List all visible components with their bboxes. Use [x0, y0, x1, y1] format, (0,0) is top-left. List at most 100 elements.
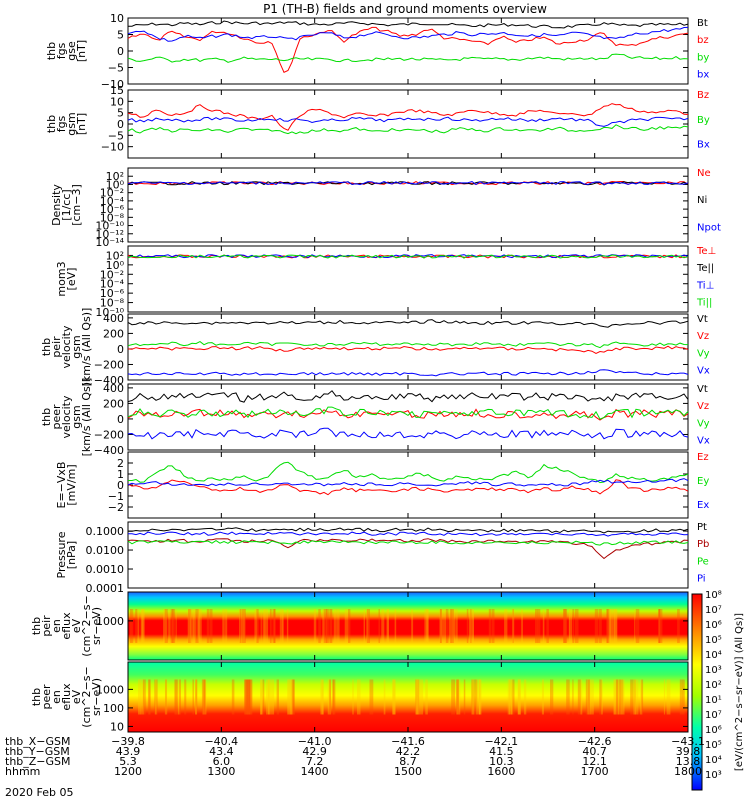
spectrogram-streak: [580, 679, 583, 715]
legend-entry: Bt: [697, 18, 708, 29]
spectrogram-streak: [392, 679, 396, 715]
spectrogram-streak: [619, 679, 622, 715]
y-tick-label: 400: [103, 312, 124, 325]
spectrogram-streak: [415, 679, 420, 715]
spectrogram-streak: [254, 609, 258, 643]
spectrogram-streak: [244, 679, 247, 715]
y-axis-label: eV: [70, 618, 83, 633]
colorbar-tick-label: 10⁴: [705, 650, 722, 661]
series-line-Vt: [127, 319, 689, 328]
y-tick-label: 10⁰: [106, 259, 125, 272]
panel-frame: [127, 451, 689, 519]
y-tick-label: 0: [117, 45, 124, 58]
colorbar-tick-label: 10⁵: [705, 635, 722, 646]
colorbar: 10⁸ 10⁷ 10⁶ 10⁵ 10⁴ 10³ 10² 10¹ 10⁷ 10⁶ 10⁵ 10⁴ 10³ […: [691, 590, 745, 791]
x-axis-value: 5.3: [119, 755, 137, 768]
legend-entry: Pt: [697, 522, 707, 533]
spectrogram-streak: [140, 679, 145, 715]
legend-entry: Vt: [697, 314, 708, 325]
spectrogram-streak: [318, 609, 321, 643]
panel-frame: [127, 89, 689, 159]
spectrogram-streak: [321, 679, 324, 715]
legend-entry: Vy: [697, 418, 710, 429]
legend-entry: Ex: [697, 500, 709, 511]
series-line-By: [127, 124, 689, 135]
spectrogram-streak: [244, 679, 248, 715]
spectrogram-streak: [344, 609, 349, 643]
y-tick-label: 10⁻⁸: [100, 211, 125, 224]
y-axis-label: eflux: [60, 612, 73, 640]
colorbar-scale: [691, 593, 703, 791]
y-tick-label: 1000: [96, 615, 124, 628]
y-axis-label: peer: [50, 404, 63, 430]
spectrogram-streak: [336, 609, 340, 643]
spectrogram-streak: [148, 679, 151, 715]
series-line-Vz: [127, 408, 689, 421]
spectrogram-streak: [585, 679, 590, 715]
colorbar-tick-label: 10⁸: [705, 590, 722, 601]
spectrogram-streak: [260, 679, 263, 715]
spectrogram-streak: [587, 679, 591, 715]
legend-entry: Pi: [697, 573, 706, 584]
y-tick-label: 10: [110, 12, 124, 25]
spectrogram-streak: [130, 609, 134, 643]
y-axis-label: sr−eV): [90, 607, 103, 645]
colorbar-tick-label: 10⁵: [705, 740, 722, 751]
spectrogram-streak: [615, 609, 617, 643]
panels-group: 1050−5−10thbfgsgse[nT]Btbzbybx151050−5−1…: [30, 12, 745, 791]
y-tick-label: 10⁻¹⁰: [95, 306, 124, 319]
spectrogram-streak: [411, 609, 414, 643]
y-axis-label: E=−VxB: [55, 462, 68, 509]
spectrogram-streak: [439, 609, 442, 643]
spectrogram-streak: [608, 609, 612, 643]
spectrogram-streak: [457, 679, 461, 715]
y-axis-label: [nT]: [75, 40, 88, 62]
spectrogram-streak: [170, 609, 174, 643]
y-axis-label: eflux: [60, 683, 73, 711]
spectrogram-streak: [241, 609, 243, 643]
y-axis-label: peir: [40, 615, 53, 637]
spectrogram-streak: [394, 609, 397, 643]
spectrogram-streak: [378, 609, 380, 643]
y-axis-label: thb: [30, 688, 43, 706]
y-tick-label: 400: [103, 382, 124, 395]
spectrogram-streak: [333, 679, 336, 715]
series-line-Npot: [127, 180, 689, 186]
spectrogram-streak: [448, 609, 453, 643]
spectrogram-streak: [282, 609, 284, 643]
x-axis-value: 13.8: [676, 755, 701, 768]
spectrogram-streak: [383, 679, 386, 715]
spectrogram-streak: [268, 679, 270, 715]
series-line-bz: [127, 26, 689, 73]
spectrogram-streak: [203, 679, 206, 715]
spectrogram-streak: [588, 679, 590, 715]
legend-entry: Vx: [697, 435, 710, 446]
y-tick-label: 15: [110, 84, 124, 97]
spectrogram-streak: [357, 679, 361, 715]
spectrogram-streak: [329, 609, 332, 643]
y-tick-label: 1000: [96, 683, 124, 696]
y-tick-label: 10²: [106, 170, 124, 183]
y-tick-label: 1: [117, 468, 124, 481]
spectrogram-streak: [225, 609, 228, 643]
x-axis-value: −42.6: [578, 735, 612, 748]
spectrogram-streak: [242, 609, 246, 643]
x-axis-value: 42.9: [302, 745, 327, 758]
spectrogram-streak: [635, 609, 640, 643]
series-line-Pt: [127, 527, 689, 534]
spectrogram-streak: [442, 609, 446, 643]
colorbar-tick-label: 10¹: [705, 695, 722, 706]
spectrogram-streak: [470, 609, 472, 643]
spectrogram-streak: [618, 679, 622, 715]
x-axis-value: 42.2: [396, 745, 421, 758]
spectrogram-streak: [425, 679, 428, 715]
legend-entry: Npot: [697, 222, 721, 233]
spectrogram-streak: [363, 609, 365, 643]
series-line-Bx: [127, 116, 689, 127]
spectrogram-streak: [426, 609, 428, 643]
spectrogram-streak: [239, 609, 242, 643]
spectrogram-streak: [269, 609, 272, 643]
